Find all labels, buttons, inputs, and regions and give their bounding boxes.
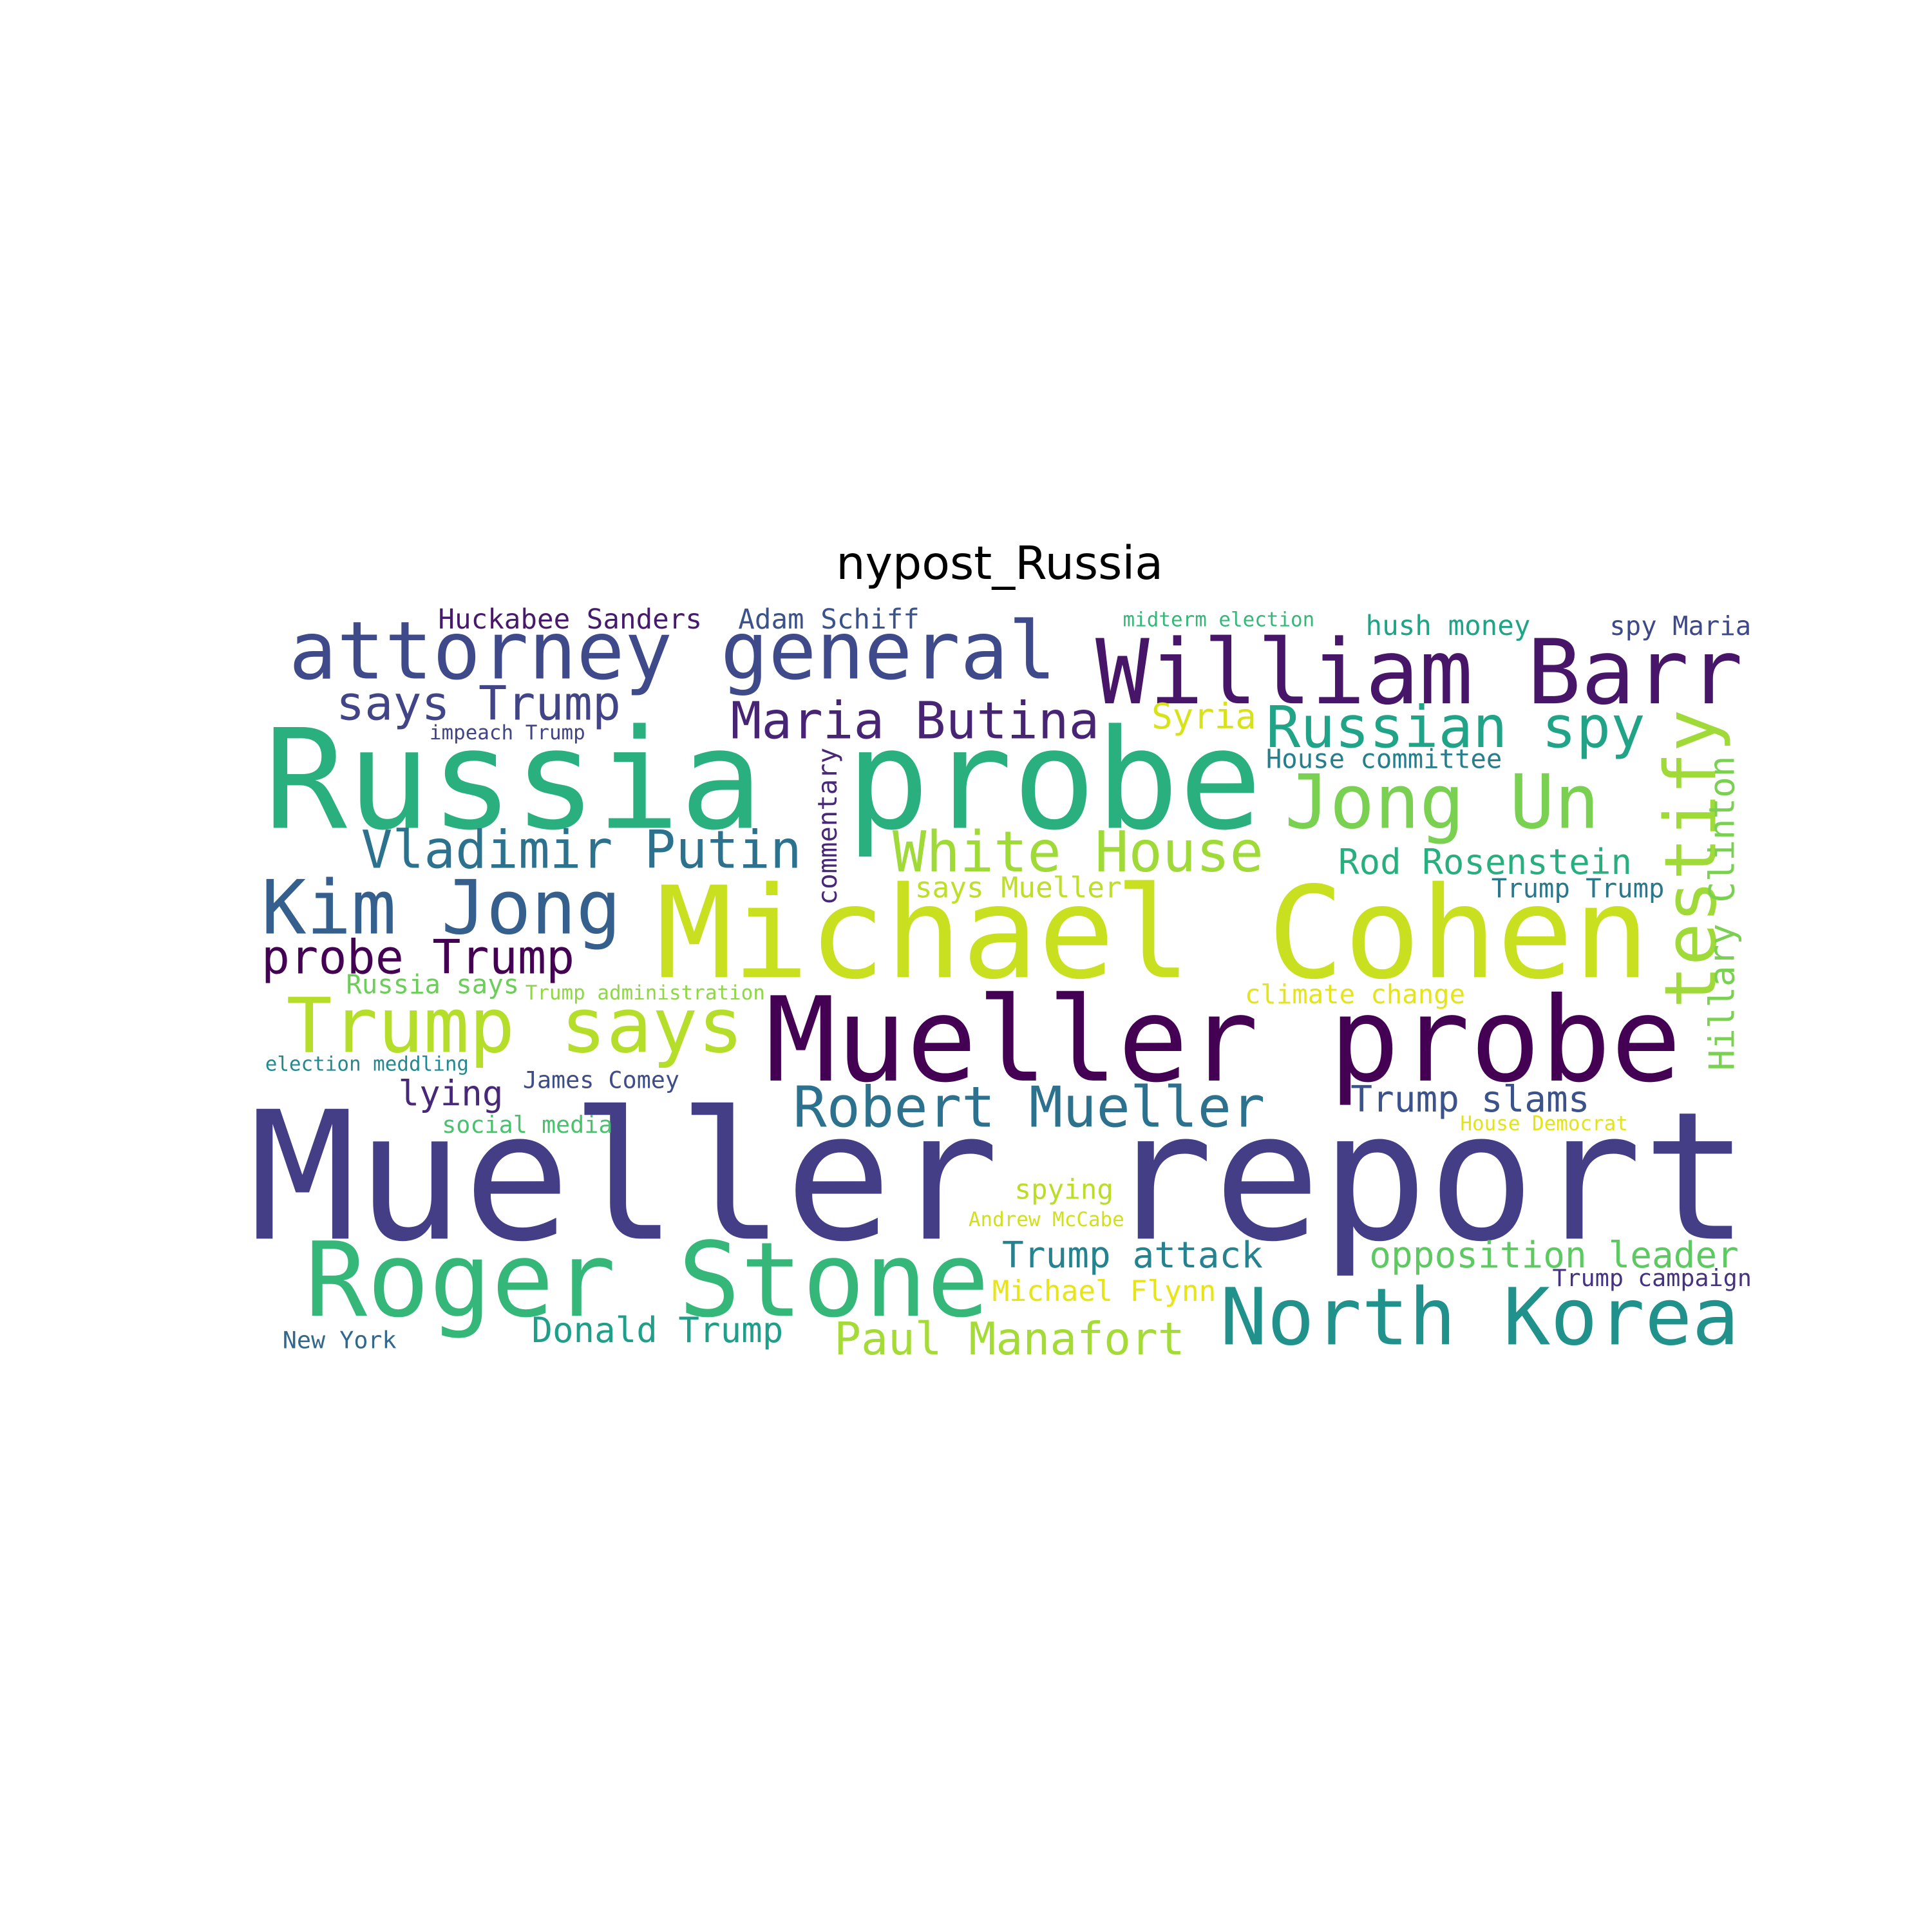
word: Trump slams — [1350, 1079, 1589, 1121]
word: House Democrat — [1460, 1112, 1628, 1135]
word: Maria Butina — [731, 690, 1100, 750]
word: Trump Trump — [1492, 873, 1665, 904]
word: Trump campaign — [1552, 1264, 1751, 1292]
word: Huckabee Sanders — [438, 604, 702, 636]
word: opposition leader — [1369, 1235, 1739, 1276]
word: White House — [893, 819, 1264, 885]
word: testify — [1650, 709, 1732, 1008]
word: New York — [283, 1326, 397, 1354]
word: climate change — [1245, 979, 1465, 1010]
word: Mueller report — [249, 1074, 1750, 1281]
word: Roger Stone — [305, 1220, 989, 1340]
word: says Trump — [336, 676, 621, 731]
word: Trump attack — [1002, 1235, 1263, 1276]
word: attorney general — [289, 605, 1056, 697]
word: House committee — [1266, 744, 1502, 775]
word: Syria — [1151, 696, 1256, 737]
word: Rod Rosenstein — [1338, 842, 1632, 882]
word: Andrew McCabe — [969, 1208, 1124, 1231]
word: Robert Mueller — [793, 1074, 1265, 1140]
title: nypost_Russia — [836, 536, 1163, 590]
word: Jong Un — [1285, 759, 1600, 846]
word: hush money — [1365, 611, 1530, 642]
word: election meddling — [265, 1052, 469, 1075]
word: probe Trump — [261, 931, 574, 985]
word: Russia probe — [264, 699, 1262, 860]
word: James Comey — [523, 1066, 679, 1094]
word: lying — [399, 1073, 504, 1113]
word: impeach Trump — [430, 721, 585, 744]
word: Mueller probe — [766, 972, 1681, 1108]
word: Michael Cohen — [656, 860, 1650, 1007]
word: Kim Jong — [261, 865, 621, 952]
word: Russian spy — [1266, 694, 1645, 761]
word: says Mueller — [915, 872, 1122, 905]
word: Trump administration — [526, 981, 765, 1005]
word: Donald Trump — [531, 1310, 783, 1350]
word: spying — [1014, 1174, 1113, 1206]
word: Paul Manafort — [834, 1313, 1185, 1365]
word: Michael Flynn — [992, 1275, 1217, 1308]
word: Hillary Clinton — [1702, 756, 1743, 1071]
word: North Korea — [1220, 1272, 1739, 1363]
word: commentary — [812, 748, 843, 905]
word: William Barr — [1095, 620, 1743, 724]
word: Adam Schiff — [738, 604, 920, 636]
word: social media — [442, 1111, 612, 1139]
word: spy Maria — [1609, 611, 1751, 641]
word: Trump says — [287, 981, 744, 1070]
word: midterm election — [1123, 608, 1315, 631]
word: Russia says — [346, 969, 519, 1000]
word: Vladimir Putin — [361, 820, 802, 880]
